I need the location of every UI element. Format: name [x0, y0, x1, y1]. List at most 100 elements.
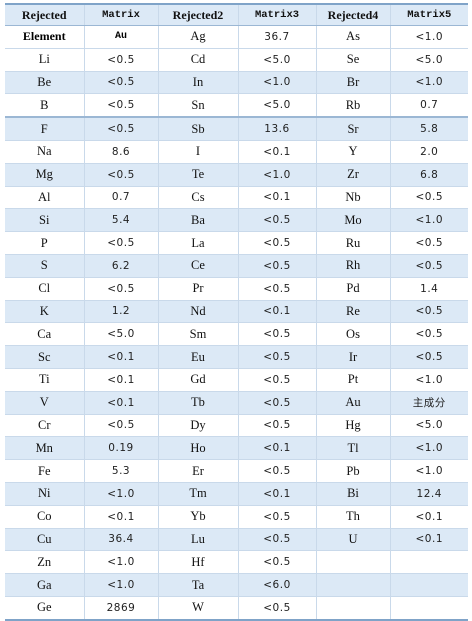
header-cell-matrix3: Matrix3: [238, 3, 317, 26]
value-cell: 5.3: [84, 459, 159, 483]
table-row: Ti <0.1 Gd <0.5 Pt <1.0: [5, 368, 468, 392]
table-row: Co <0.1 Yb <0.5 Th <0.1: [5, 505, 468, 529]
table-row: Zn <1.0 Hf <0.5: [5, 550, 468, 575]
header-row: Rejected Matrix Rejected2 Matrix3 Reject…: [5, 3, 468, 26]
value-cell: <0.5: [390, 231, 468, 255]
value-cell: 1.2: [84, 300, 159, 324]
element-cell: B: [5, 93, 85, 118]
element-cell: La: [158, 231, 239, 255]
element-cell: Nd: [158, 300, 239, 324]
element-cell: Se: [316, 48, 391, 72]
element-cell: Bi: [316, 482, 391, 506]
value-cell: <0.5: [238, 391, 317, 415]
element-cell: S: [5, 254, 85, 278]
table-row: Na 8.6 I <0.1 Y 2.0: [5, 140, 468, 164]
table-row: Sc <0.1 Eu <0.5 Ir <0.5: [5, 345, 468, 369]
value-cell: <0.5: [390, 300, 468, 324]
value-cell: 2.0: [390, 140, 468, 164]
element-cell: Cr: [5, 414, 85, 438]
element-cell: Ru: [316, 231, 391, 255]
value-cell: <0.5: [390, 322, 468, 347]
value-cell: <1.0: [390, 208, 468, 233]
value-cell: [390, 573, 468, 597]
element-cell: Mo: [316, 208, 391, 233]
value-cell: <5.0: [238, 93, 317, 118]
value-cell: 0.19: [84, 436, 159, 461]
element-cell: Ho: [158, 436, 239, 461]
element-cell: Cd: [158, 48, 239, 72]
table-row: Mg <0.5 Te <1.0 Zr 6.8: [5, 163, 468, 187]
element-cell: Y: [316, 140, 391, 164]
element-cell: Tl: [316, 436, 391, 461]
value-cell: <0.5: [238, 528, 317, 552]
element-cell: F: [5, 116, 85, 141]
element-cell: Zn: [5, 550, 85, 575]
element-cell: Mn: [5, 436, 85, 461]
table-row: F <0.5 Sb 13.6 Sr 5.8: [5, 116, 468, 141]
header-cell-rejected: Rejected: [5, 3, 85, 26]
value-cell: [390, 596, 468, 621]
value-cell: <0.5: [238, 254, 317, 278]
header-cell-rejected2: Rejected2: [158, 3, 239, 26]
value-cell: 12.4: [390, 482, 468, 506]
element-cell: Ta: [158, 573, 239, 597]
element-cell: Na: [5, 140, 85, 164]
element-cell: Os: [316, 322, 391, 347]
table-row: Fe 5.3 Er <0.5 Pb <1.0: [5, 459, 468, 483]
value-cell: <0.5: [84, 277, 159, 301]
element-cell: Ga: [5, 573, 85, 597]
table-row: Ca <5.0 Sm <0.5 Os <0.5: [5, 322, 468, 347]
element-cell: Cu: [5, 528, 85, 552]
element-cell: Sb: [158, 116, 239, 141]
table-row: Cr <0.5 Dy <0.5 Hg <5.0: [5, 414, 468, 438]
element-cell: In: [158, 71, 239, 95]
header-cell-matrix: Matrix: [84, 3, 159, 26]
value-cell: <0.5: [84, 71, 159, 95]
value-cell: 6.8: [390, 163, 468, 187]
element-cell: [316, 573, 391, 597]
element-cell: W: [158, 596, 239, 621]
value-cell: <1.0: [390, 368, 468, 392]
value-cell: 主成分: [390, 391, 468, 415]
element-cell: K: [5, 300, 85, 324]
element-cell: Fe: [5, 459, 85, 483]
value-cell: <0.1: [238, 186, 317, 210]
table-row: Ni <1.0 Tm <0.1 Bi 12.4: [5, 482, 468, 506]
table-row: Ga <1.0 Ta <6.0: [5, 573, 468, 597]
table-row: P <0.5 La <0.5 Ru <0.5: [5, 231, 468, 255]
element-cell: [316, 596, 391, 621]
table-row: Li <0.5 Cd <5.0 Se <5.0: [5, 48, 468, 72]
value-cell: <5.0: [84, 322, 159, 347]
header-cell-rejected4: Rejected4: [316, 3, 391, 26]
value-cell: <0.1: [390, 528, 468, 552]
value-cell: <1.0: [238, 163, 317, 187]
element-cell: Tb: [158, 391, 239, 415]
element-cell: Pt: [316, 368, 391, 392]
element-cell: Rb: [316, 93, 391, 118]
element-cell: Yb: [158, 505, 239, 529]
element-cell: Er: [158, 459, 239, 483]
element-cell: Te: [158, 163, 239, 187]
value-cell: <0.1: [238, 436, 317, 461]
value-cell: <1.0: [390, 71, 468, 95]
subheader-cell: 36.7: [238, 25, 317, 49]
header-cell-matrix5: Matrix5: [390, 3, 468, 26]
table-row: V <0.1 Tb <0.5 Au 主成分: [5, 391, 468, 415]
value-cell: <0.1: [84, 345, 159, 369]
value-cell: 5.8: [390, 116, 468, 141]
value-cell: <0.1: [84, 391, 159, 415]
element-analysis-table-wrapper: Rejected Matrix Rejected2 Matrix3 Reject…: [5, 3, 468, 621]
element-cell: Pb: [316, 459, 391, 483]
table-row: Mn 0.19 Ho <0.1 Tl <1.0: [5, 436, 468, 461]
subheader-cell: <1.0: [390, 25, 468, 49]
value-cell: <5.0: [390, 48, 468, 72]
table-row: K 1.2 Nd <0.1 Re <0.5: [5, 300, 468, 324]
element-cell: Ce: [158, 254, 239, 278]
value-cell: <0.5: [84, 116, 159, 141]
value-cell: <0.1: [84, 505, 159, 529]
value-cell: <5.0: [390, 414, 468, 438]
value-cell: <0.1: [84, 368, 159, 392]
value-cell: 1.4: [390, 277, 468, 301]
element-cell: Ti: [5, 368, 85, 392]
value-cell: <0.5: [238, 322, 317, 347]
